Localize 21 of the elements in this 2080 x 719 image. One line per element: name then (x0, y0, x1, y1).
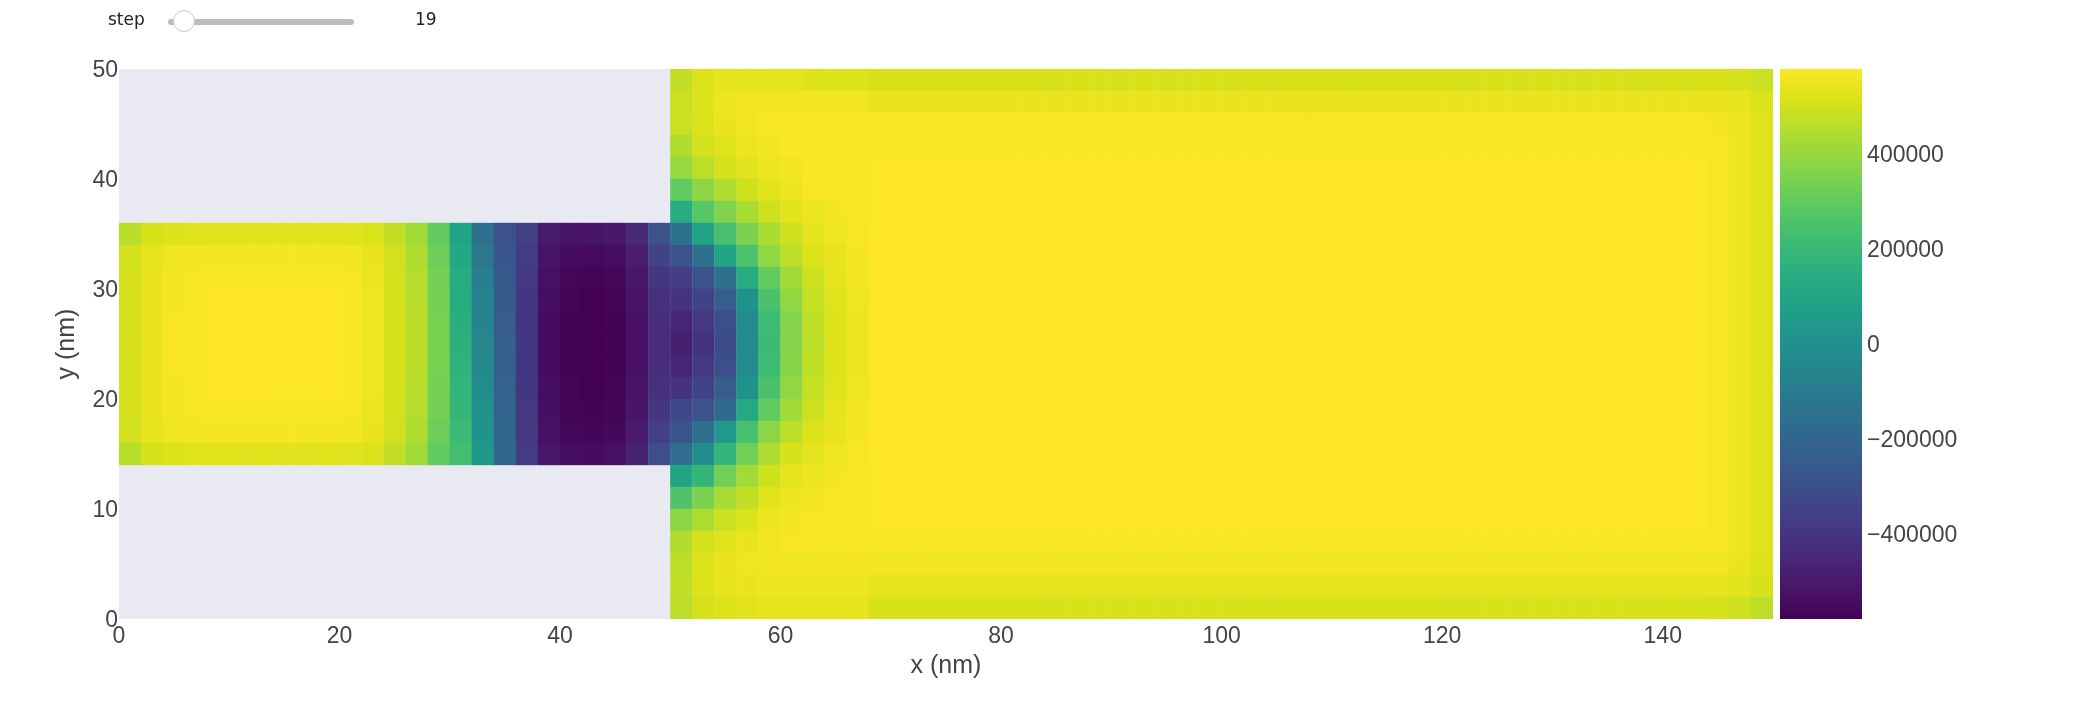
y-tick-label: 20 (92, 386, 118, 413)
x-tick-label: 100 (1202, 622, 1241, 648)
y-tick-label: 10 (92, 496, 118, 523)
x-tick-label: 20 (326, 622, 353, 648)
x-tick-label: 140 (1643, 622, 1682, 648)
y-tick-label: 50 (92, 56, 118, 83)
color-bar-label: −200000 (1867, 425, 1958, 452)
y-tick-label: 40 (92, 166, 118, 193)
color-bar-label: 200000 (1867, 236, 1944, 263)
x-tick-label: 120 (1423, 622, 1462, 648)
color-bar-label: −400000 (1867, 520, 1958, 547)
color-bar-label: 0 (1867, 331, 1880, 358)
color-bar-label: 400000 (1867, 141, 1944, 168)
x-tick-label: 80 (988, 622, 1014, 648)
text: 19 (415, 9, 437, 29)
x-axis-title: x (nm) (910, 650, 982, 678)
x-tick-label: 40 (547, 622, 573, 648)
y-axis-title: y (nm) (51, 308, 80, 380)
x-tick-label: 60 (767, 622, 794, 648)
text: step (108, 9, 145, 29)
y-tick-label: 30 (92, 276, 118, 303)
